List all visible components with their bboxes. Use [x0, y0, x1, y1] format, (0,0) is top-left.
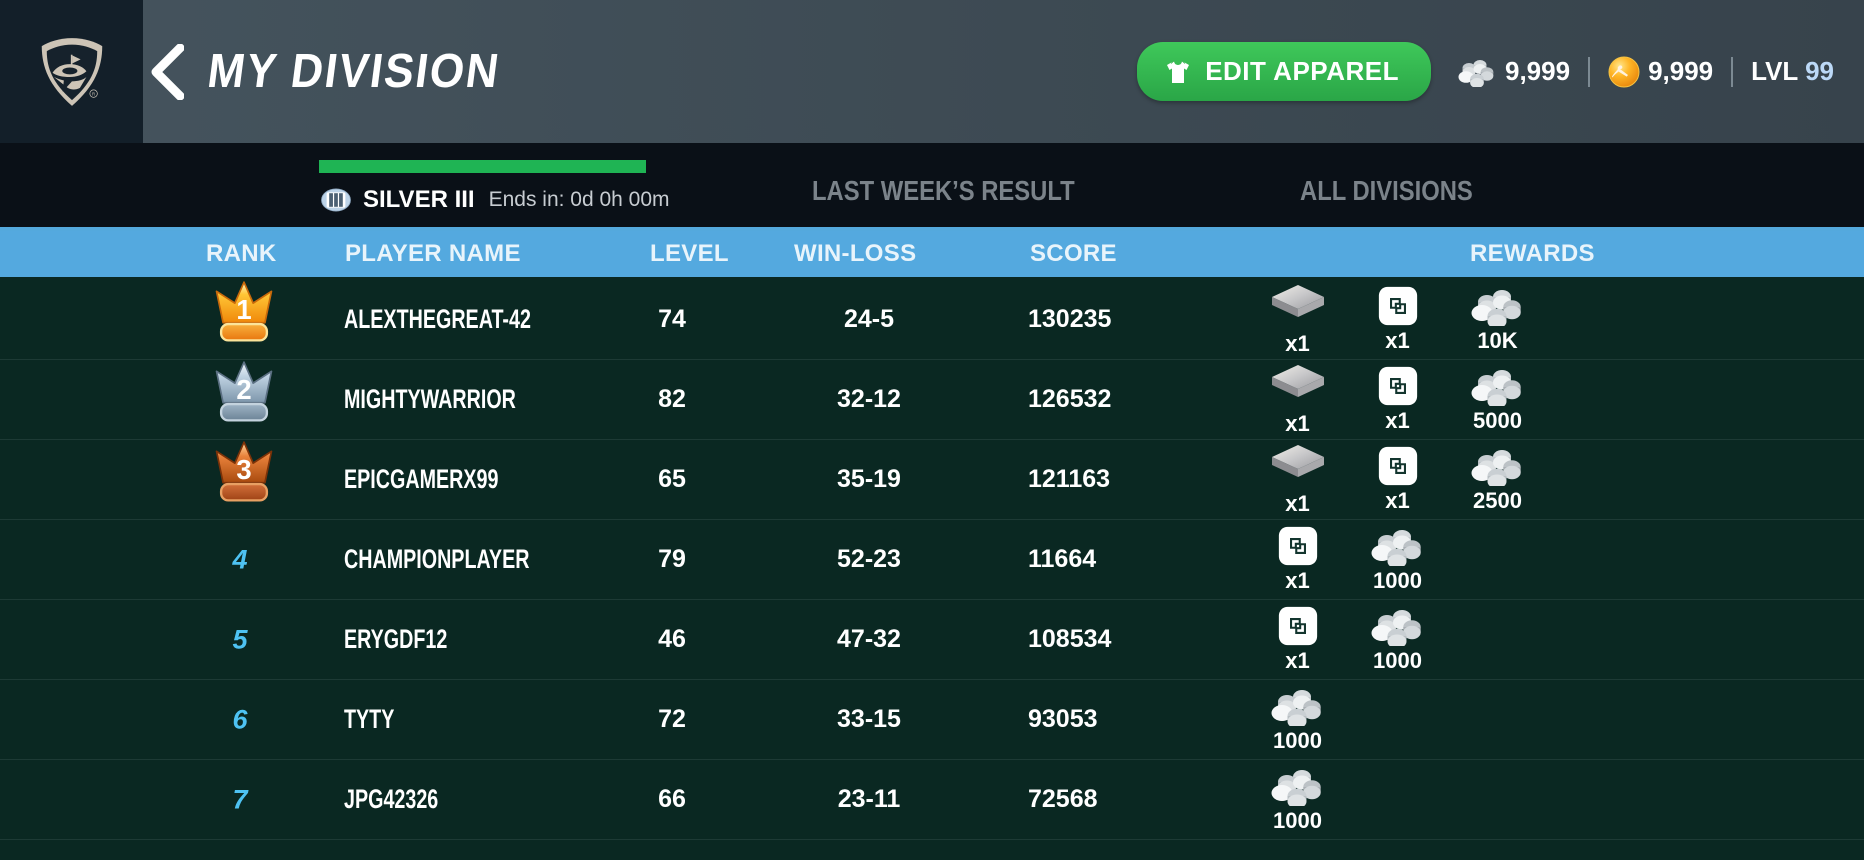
svg-text:2: 2	[236, 373, 251, 404]
svg-text:R: R	[92, 91, 95, 96]
svg-text:1: 1	[236, 293, 251, 324]
svg-text:3: 3	[236, 453, 251, 484]
